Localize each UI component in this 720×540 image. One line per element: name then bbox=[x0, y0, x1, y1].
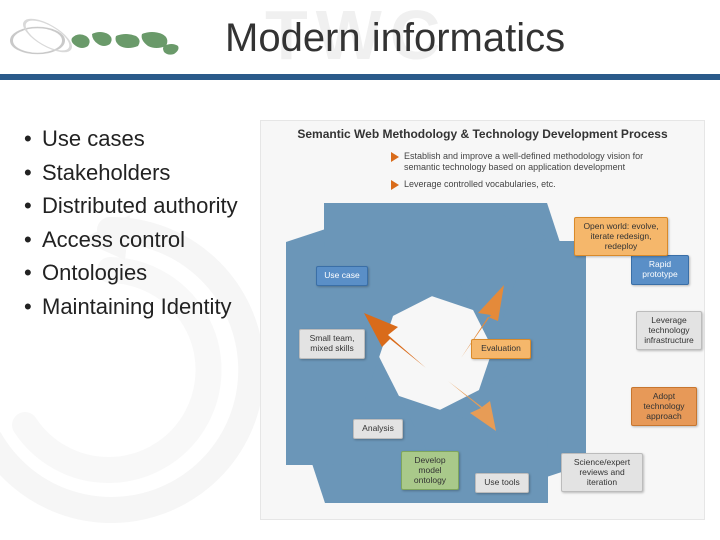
slide-title: Modern informatics bbox=[225, 16, 565, 61]
bullet-item: Ontologies bbox=[20, 259, 255, 287]
slide-header: TWC Modern informatics bbox=[0, 0, 720, 80]
node-analysis: Analysis bbox=[353, 419, 403, 439]
bullet-list: Use cases Stakeholders Distributed autho… bbox=[20, 120, 255, 525]
bullet-item: Stakeholders bbox=[20, 159, 255, 187]
process-diagram: Semantic Web Methodology & Technology De… bbox=[260, 120, 705, 520]
node-develop: Develop model ontology bbox=[401, 451, 459, 490]
node-rapid: Rapid prototype bbox=[631, 255, 689, 285]
diagram-title: Semantic Web Methodology & Technology De… bbox=[261, 127, 704, 141]
node-small-team: Small team, mixed skills bbox=[299, 329, 365, 359]
node-use-case: Use case bbox=[316, 266, 368, 286]
bullet-item: Maintaining Identity bbox=[20, 293, 255, 321]
slide-content: Use cases Stakeholders Distributed autho… bbox=[0, 80, 720, 535]
node-leverage: Leverage technology infrastructure bbox=[636, 311, 702, 350]
diagram-subtitle-1: Establish and improve a well-defined met… bbox=[391, 151, 674, 173]
node-open-world: Open world: evolve, iterate redesign, re… bbox=[574, 217, 668, 256]
node-science: Science/expert reviews and iteration bbox=[561, 453, 643, 492]
node-evaluation: Evaluation bbox=[471, 339, 531, 359]
bullet-item: Access control bbox=[20, 226, 255, 254]
diagram-subtitle-text: Leverage controlled vocabularies, etc. bbox=[404, 179, 664, 190]
logo bbox=[10, 8, 180, 68]
node-use-tools: Use tools bbox=[475, 473, 529, 493]
node-adopt: Adopt technology approach bbox=[631, 387, 697, 426]
diagram-subtitle-text: Establish and improve a well-defined met… bbox=[404, 151, 674, 173]
bullet-item: Distributed authority bbox=[20, 192, 255, 220]
arrow-icon bbox=[391, 180, 399, 190]
bullet-item: Use cases bbox=[20, 125, 255, 153]
diagram-subtitle-2: Leverage controlled vocabularies, etc. bbox=[391, 179, 664, 190]
world-map-icon bbox=[70, 28, 180, 58]
arrow-icon bbox=[391, 152, 399, 162]
